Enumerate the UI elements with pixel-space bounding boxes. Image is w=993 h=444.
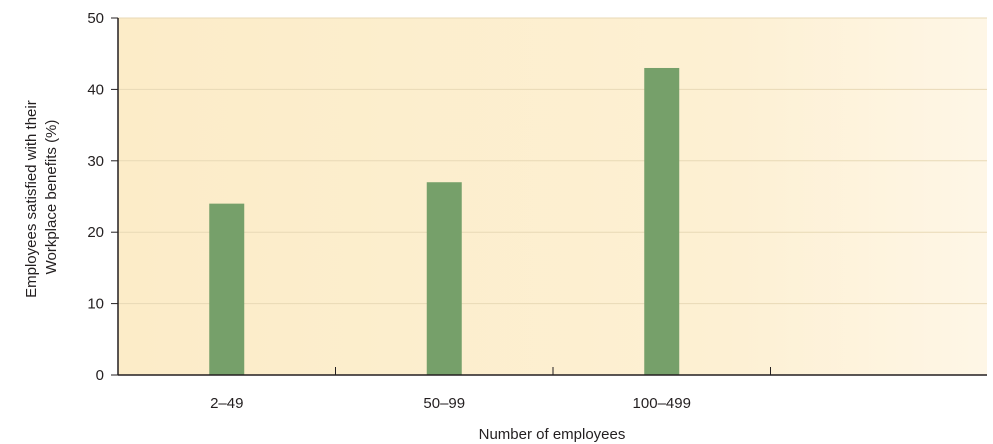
- bars: [209, 67, 680, 375]
- y-tick-label: 0: [96, 367, 104, 384]
- y-axis-title-line-2: Workplace benefits (%): [43, 120, 60, 275]
- bar: [209, 203, 245, 375]
- y-tick-label: 10: [87, 296, 104, 313]
- y-axis-title-line-1: Employees satisfied with their: [23, 100, 40, 298]
- y-tick-label: 40: [87, 81, 104, 98]
- x-tick-label: 50–99: [423, 395, 465, 412]
- bar: [426, 182, 462, 375]
- bar: [644, 67, 680, 375]
- x-ticks: 2–49 50–99 100–499: [210, 367, 771, 412]
- gridlines: [118, 17, 987, 305]
- y-tick-label: 50: [87, 10, 104, 27]
- y-ticks: 0 10 20 30 40 50: [87, 10, 118, 384]
- x-tick-label: 100–499: [633, 395, 691, 412]
- x-axis-title: Number of employees: [479, 426, 626, 443]
- plot-area: [118, 18, 987, 375]
- x-tick-label: 2–49: [210, 395, 243, 412]
- y-tick-label: 20: [87, 224, 104, 241]
- y-axis-title: Employees satisfied with their Workplace…: [23, 96, 60, 298]
- y-tick-label: 30: [87, 153, 104, 170]
